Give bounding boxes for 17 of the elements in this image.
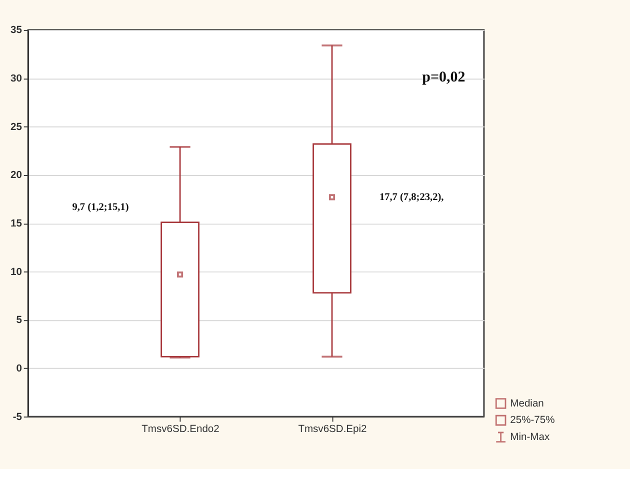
text: 25%-75%	[510, 415, 555, 426]
y-tick-label: 30	[10, 74, 22, 85]
x-tick-label: Tmsv6SD.Endo2	[142, 424, 220, 436]
y-tick-label: 15	[10, 218, 22, 230]
y-tick-label: 10	[10, 266, 22, 278]
x-tick-label: Tmsv6SD.Epi2	[298, 424, 368, 436]
y-tick-label: 35	[10, 25, 22, 36]
y-tick-label: -5	[12, 412, 22, 423]
y-tick-label: 25	[10, 122, 22, 133]
text: Min-Max	[510, 432, 550, 443]
y-tick-label: 20	[10, 170, 22, 182]
annotation: p=0,02	[422, 69, 466, 86]
y-tick-label: 5	[16, 315, 22, 326]
annotation: 9,7 (1,2;15,1)	[72, 202, 129, 214]
annotation: 17,7 (7,8;23,2),	[379, 192, 444, 203]
y-tick-label: 0	[16, 364, 22, 375]
text: Median	[510, 398, 544, 410]
